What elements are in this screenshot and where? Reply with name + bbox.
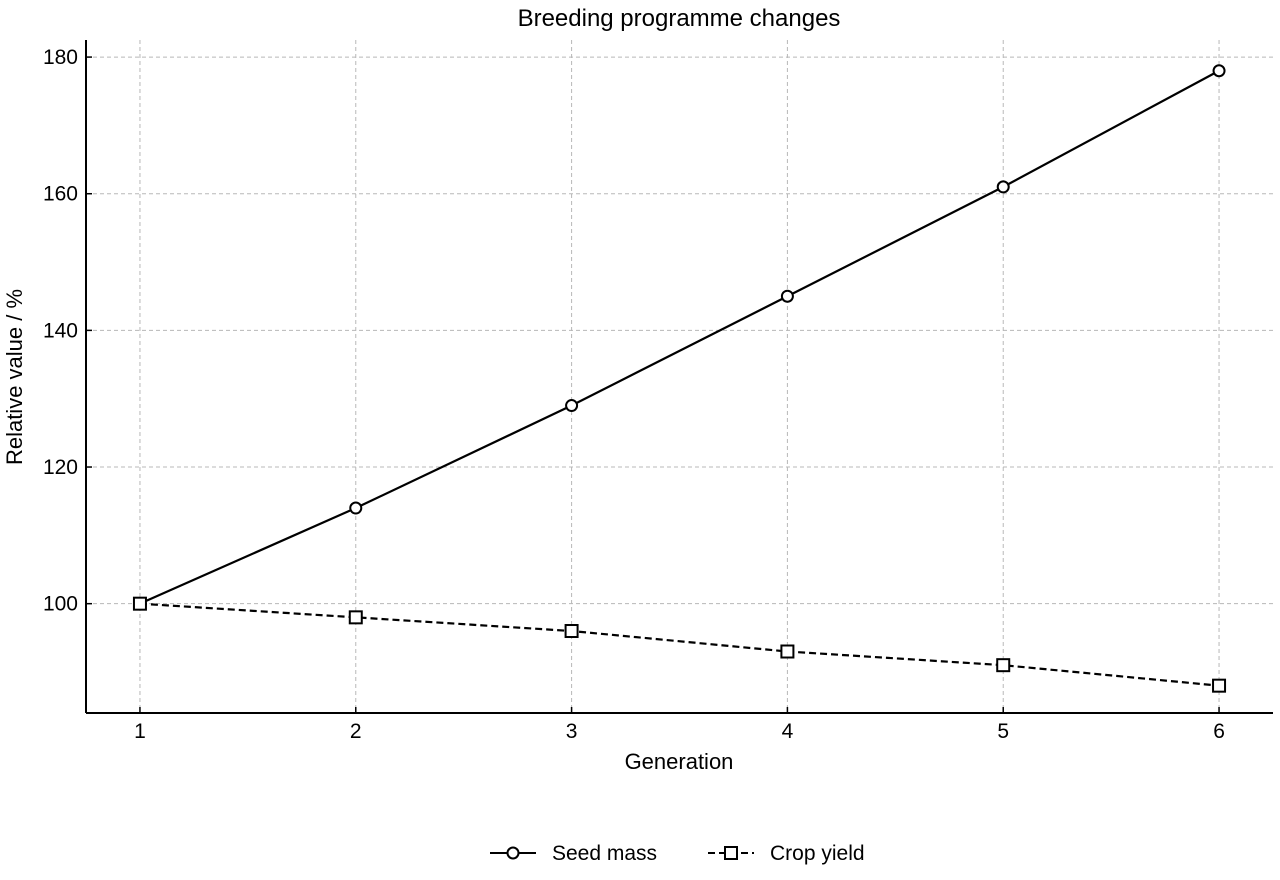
series-crop-yield (132, 596, 1227, 693)
series-group (132, 64, 1227, 693)
x-tick-label: 6 (1213, 720, 1225, 743)
data-point-crop-yield (996, 658, 1011, 673)
chart-title: Breeding programme changes (518, 5, 841, 32)
x-tick-label: 1 (134, 720, 146, 743)
data-point-seed-mass (780, 289, 794, 303)
x-tick-label: 5 (997, 720, 1009, 743)
legend-marker-seed-mass (506, 846, 520, 860)
legend-label-seed-mass: Seed mass (552, 842, 657, 865)
y-tick-label: 160 (43, 183, 78, 206)
axes (85, 40, 1273, 714)
legend-item-crop-yield: Crop yield (708, 842, 865, 865)
x-tick-label: 3 (566, 720, 578, 743)
legend-item-seed-mass: Seed mass (490, 842, 657, 865)
y-tick-label: 120 (43, 456, 78, 479)
series-line-crop-yield (139, 602, 1220, 687)
data-point-crop-yield (564, 624, 579, 639)
y-axis-title: Relative value / % (2, 289, 27, 465)
legend: Seed mass Crop yield (490, 842, 865, 865)
x-tick-label: 2 (350, 720, 362, 743)
y-tick-label: 100 (43, 593, 78, 616)
data-point-crop-yield (132, 596, 147, 611)
ticks: 1 2 3 4 5 6 100 120 140 160 180 (43, 46, 1225, 743)
y-tick-label: 140 (43, 319, 78, 342)
x-tick-label: 4 (782, 720, 794, 743)
data-point-crop-yield (1212, 678, 1227, 693)
grid (86, 40, 1273, 713)
legend-marker-crop-yield (724, 846, 738, 860)
y-tick-label: 180 (43, 46, 78, 69)
data-point-seed-mass (565, 399, 579, 413)
x-axis-title: Generation (625, 749, 734, 774)
data-point-crop-yield (348, 610, 363, 625)
data-point-crop-yield (780, 644, 795, 659)
legend-label-crop-yield: Crop yield (770, 842, 865, 865)
series-line-seed-mass (139, 69, 1220, 605)
data-point-seed-mass (1212, 64, 1226, 78)
data-point-seed-mass (996, 180, 1010, 194)
series-seed-mass (133, 64, 1226, 611)
data-point-seed-mass (349, 501, 363, 515)
